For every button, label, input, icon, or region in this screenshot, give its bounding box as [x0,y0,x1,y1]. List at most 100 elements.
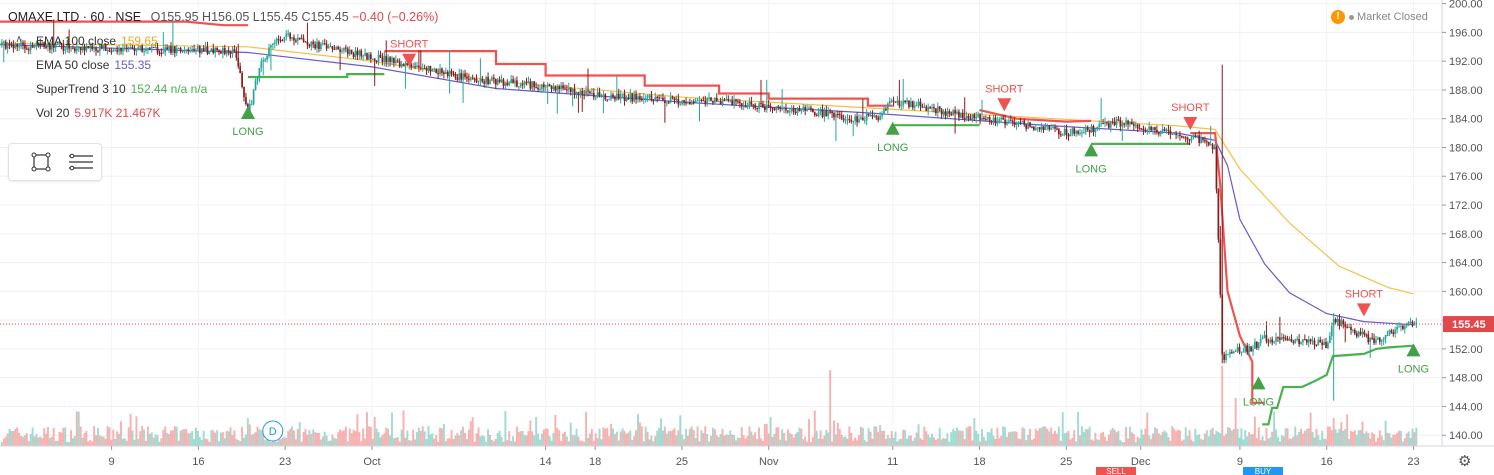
candle-body[interactable] [940,109,943,115]
candle-body[interactable] [1125,120,1127,125]
candle-body[interactable] [729,100,732,102]
candle-body[interactable] [243,87,245,98]
candle-body[interactable] [1036,127,1039,129]
candle-body[interactable] [965,115,968,119]
candle-body[interactable] [10,44,13,46]
candle-body[interactable] [1042,126,1045,130]
candle-body[interactable] [12,44,15,49]
candle-body[interactable] [879,116,881,120]
candle-body[interactable] [944,111,947,116]
candle-body[interactable] [148,47,151,49]
candle-body[interactable] [662,97,664,101]
candle-body[interactable] [173,46,176,53]
candle-body[interactable] [923,106,926,108]
candle-body[interactable] [842,118,845,121]
candle-body[interactable] [122,47,124,52]
candle-body[interactable] [1348,327,1350,329]
candle-body[interactable] [692,101,695,104]
candle-body[interactable] [1188,139,1191,141]
candle-body[interactable] [808,107,810,109]
candle-body[interactable] [356,50,359,56]
candle-body[interactable] [68,43,70,49]
candle-body[interactable] [1307,339,1310,343]
candle-body[interactable] [1271,339,1274,343]
candle-body[interactable] [1207,141,1210,145]
candle-body[interactable] [29,44,32,50]
candle-body[interactable] [1250,346,1252,352]
candle-body[interactable] [494,78,497,85]
candle-body[interactable] [1244,345,1247,352]
candle-body[interactable] [229,52,232,55]
collapse-legend-button[interactable]: ∧ [15,34,23,45]
candle-body[interactable] [252,90,255,104]
candle-body[interactable] [721,100,724,105]
candle-body[interactable] [1054,126,1056,129]
candle-body[interactable] [883,109,885,115]
candle-body[interactable] [87,46,90,49]
candle-body[interactable] [468,78,470,80]
time-tick-label[interactable]: 23 [279,456,291,468]
candle-body[interactable] [587,90,589,92]
candle-body[interactable] [248,104,251,112]
candle-body[interactable] [160,52,163,54]
candle-body[interactable] [1038,127,1041,130]
candle-body[interactable] [685,102,687,104]
candle-body[interactable] [429,66,432,72]
candle-body[interactable] [308,44,311,47]
candle-body[interactable] [881,114,883,117]
candle-body[interactable] [1156,129,1158,133]
candle-body[interactable] [788,111,791,113]
candle-body[interactable] [1261,337,1264,340]
candle-body[interactable] [1309,339,1312,342]
candle-body[interactable] [1365,334,1368,336]
candle-body[interactable] [258,67,261,79]
candle-body[interactable] [381,57,384,62]
candle-body[interactable] [752,104,755,106]
candle-body[interactable] [762,103,764,108]
candle-body[interactable] [91,45,94,50]
candle-body[interactable] [93,48,95,50]
candle-body[interactable] [689,102,691,105]
candle-body[interactable] [646,95,649,98]
candle-body[interactable] [471,78,474,80]
candle-body[interactable] [379,54,382,58]
candle-body[interactable] [35,42,38,47]
candle-body[interactable] [677,98,680,105]
candle-body[interactable] [1352,329,1354,331]
candle-body[interactable] [1254,341,1256,349]
candle-body[interactable] [852,121,855,123]
candle-body[interactable] [1086,127,1089,130]
candle-body[interactable] [591,92,593,94]
candle-body[interactable] [1071,128,1074,134]
candle-body[interactable] [237,57,240,67]
candle-body[interactable] [444,72,447,74]
candle-body[interactable] [642,98,645,101]
candle-body[interactable] [431,69,434,72]
candle-body[interactable] [719,101,722,105]
candle-body[interactable] [406,62,409,65]
candle-body[interactable] [938,106,941,110]
candle-body[interactable] [558,86,561,90]
candle-body[interactable] [1004,119,1006,125]
candle-body[interactable] [1077,131,1079,134]
candle-body[interactable] [187,49,190,52]
time-tick-label[interactable]: 25 [1060,456,1072,468]
candle-body[interactable] [479,78,482,82]
candle-body[interactable] [792,108,795,112]
candle-body[interactable] [147,47,149,50]
candle-body[interactable] [812,109,814,113]
candle-body[interactable] [552,86,555,90]
candle-body[interactable] [650,95,653,101]
candle-body[interactable] [393,57,395,64]
candle-body[interactable] [504,83,507,86]
candle-body[interactable] [575,92,578,95]
candle-body[interactable] [744,105,747,108]
candle-body[interactable] [1165,129,1168,131]
candle-body[interactable] [1061,134,1064,136]
candle-body[interactable] [18,46,21,48]
candle-body[interactable] [550,85,553,90]
candle-body[interactable] [1209,144,1212,146]
candle-body[interactable] [775,106,778,111]
candle-body[interactable] [783,108,785,110]
candle-body[interactable] [123,47,126,49]
